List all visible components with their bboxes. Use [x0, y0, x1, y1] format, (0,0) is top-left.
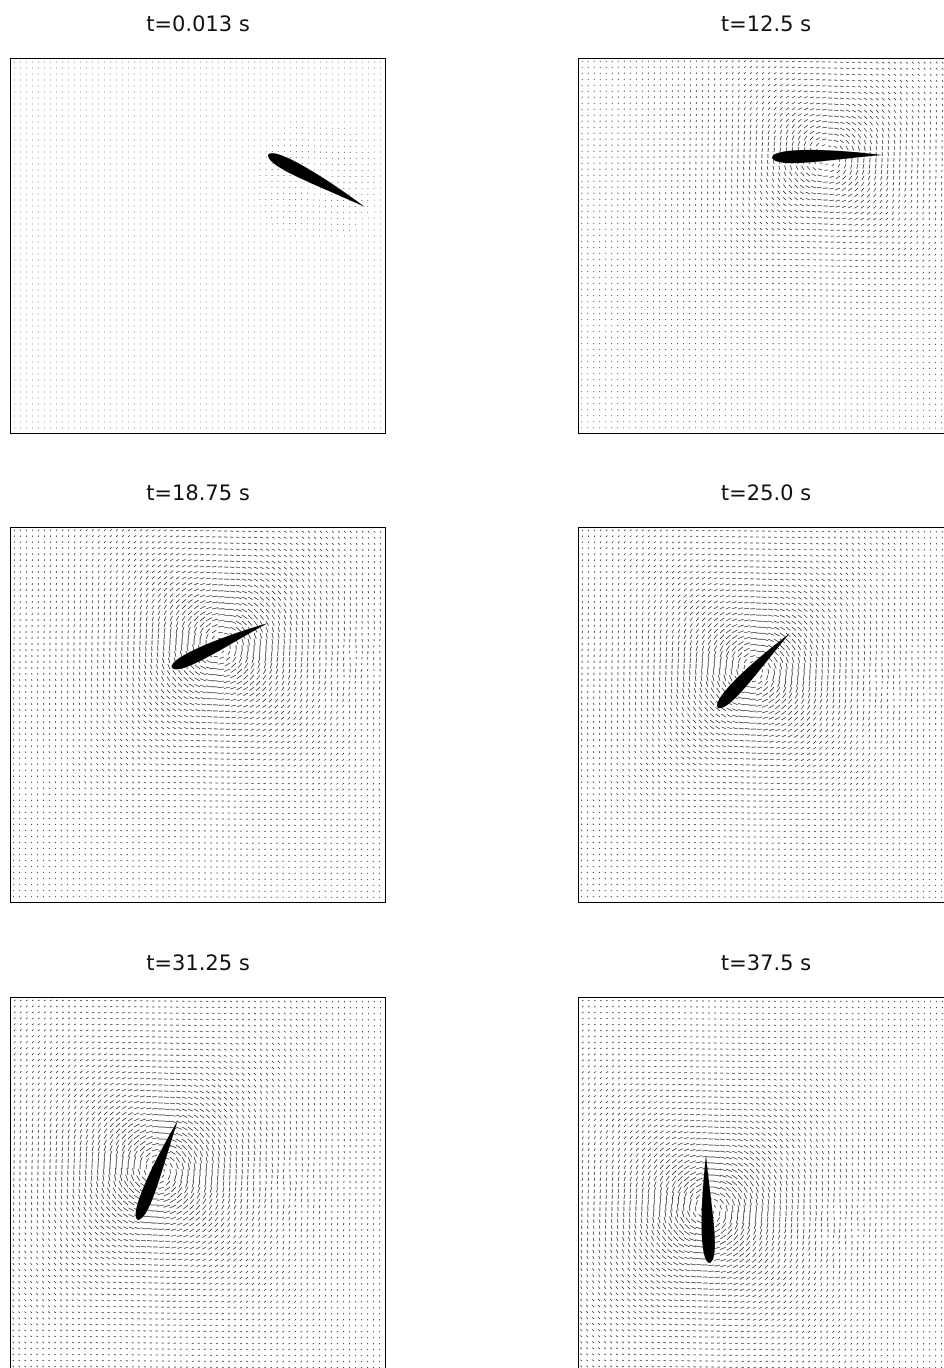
- vector-field-panel: [10, 997, 386, 1368]
- velocity-vectors: [580, 999, 944, 1368]
- panel-frame: [578, 997, 944, 1368]
- velocity-vectors: [12, 999, 382, 1368]
- panel-frame: [10, 58, 386, 434]
- panel-frame: [578, 58, 944, 434]
- airfoil: [701, 1155, 715, 1264]
- vector-field-panel: [10, 58, 386, 434]
- velocity-vectors: [580, 529, 944, 899]
- vector-field-panel: [578, 997, 944, 1368]
- panel-title: t=0.013 s: [146, 12, 250, 36]
- panel-title: t=12.5 s: [720, 12, 812, 36]
- velocity-vectors: [14, 61, 381, 429]
- vector-field-panel: [578, 527, 944, 903]
- panel-frame: [578, 527, 944, 903]
- panel-frame: [10, 997, 386, 1368]
- panel-title: t=25.0 s: [720, 481, 812, 505]
- velocity-vectors: [581, 60, 944, 429]
- panel-frame: [10, 527, 386, 903]
- velocity-vectors: [12, 529, 382, 898]
- panel-title: t=31.25 s: [146, 951, 250, 975]
- airfoil: [267, 153, 365, 207]
- airfoil: [717, 633, 790, 709]
- vector-field-panel: [578, 58, 944, 434]
- airfoil: [171, 622, 269, 670]
- airfoil: [135, 1120, 178, 1220]
- vector-field-panel: [10, 527, 386, 903]
- panel-title: t=37.5 s: [720, 951, 812, 975]
- airfoil: [771, 149, 883, 164]
- panel-title: t=18.75 s: [146, 481, 250, 505]
